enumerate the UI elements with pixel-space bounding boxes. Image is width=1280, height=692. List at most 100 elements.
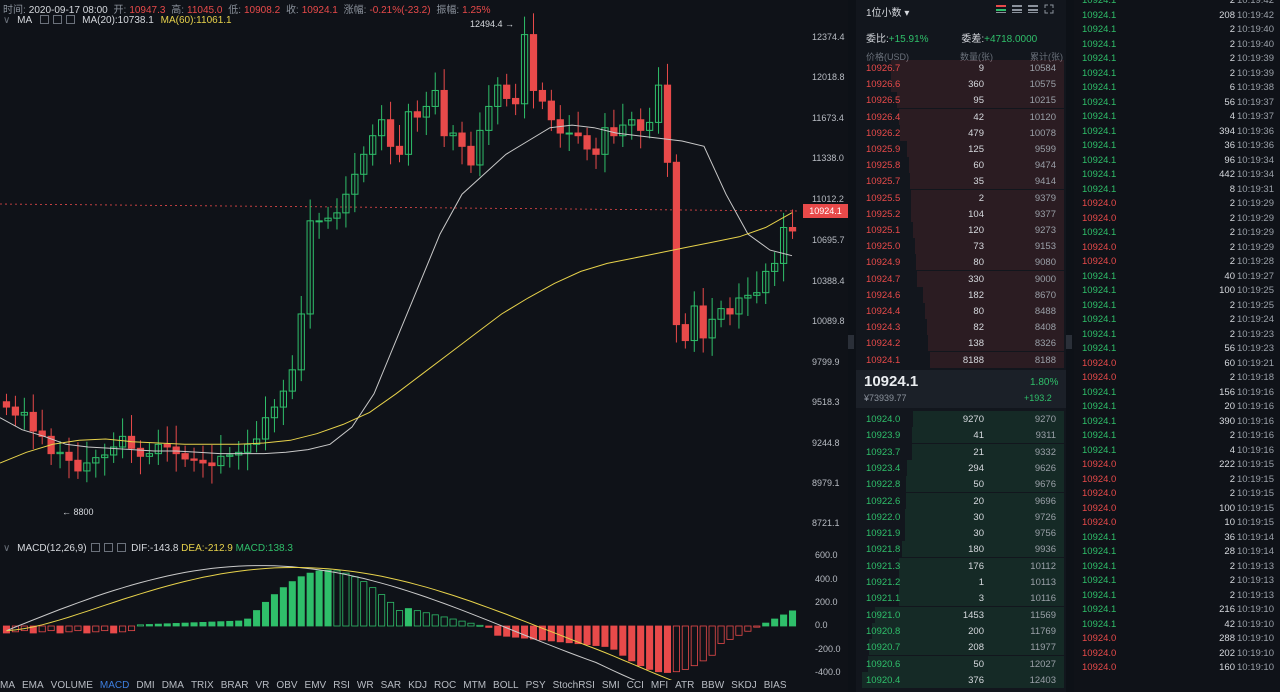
bid-row[interactable]: 10920.4 376 12403 xyxy=(860,671,1064,688)
ask-row[interactable]: 10926.5 95 10215 xyxy=(860,92,1064,109)
ask-row[interactable]: 10925.9 125 9599 xyxy=(860,141,1064,157)
trade-row: 10924.0 2 10:19:18 xyxy=(1080,372,1276,386)
kline-chart-panel[interactable] xyxy=(0,0,848,692)
indicator-tab-vr[interactable]: VR xyxy=(255,680,270,691)
depth-bar xyxy=(901,541,1064,558)
indicator-tab-roc[interactable]: ROC xyxy=(434,680,457,691)
ask-row[interactable]: 10924.3 82 8408 xyxy=(860,319,1064,336)
trade-qty: 60 xyxy=(1224,357,1235,369)
dif-value: DIF:-143.8 xyxy=(131,543,179,554)
low-annotation: ← 8800 xyxy=(62,507,94,517)
bid-row[interactable]: 10921.2 1 10113 xyxy=(860,574,1064,590)
bid-row[interactable]: 10921.9 30 9756 xyxy=(860,525,1064,542)
collapse-chevron-icon[interactable]: ∨ xyxy=(3,15,11,26)
bids-view-icon[interactable] xyxy=(1028,4,1038,14)
indicator-tab-ma[interactable]: MA xyxy=(0,680,15,691)
bid-row[interactable]: 10922.0 30 9726 xyxy=(860,508,1064,525)
collapse-trades-arrow[interactable] xyxy=(1066,335,1072,349)
ask-row[interactable]: 10926.4 42 10120 xyxy=(860,108,1064,125)
bid-row[interactable]: 10921.3 176 10112 xyxy=(860,557,1064,574)
indicator-tab-sar[interactable]: SAR xyxy=(380,680,402,691)
macd-tick-label: 0.0 xyxy=(815,620,828,630)
bid-row[interactable]: 10921.1 3 10116 xyxy=(860,590,1064,607)
indicator-tab-dmi[interactable]: DMI xyxy=(136,680,155,691)
collapse-chevron-icon[interactable]: ∨ xyxy=(3,543,11,554)
macd-bar xyxy=(11,625,19,633)
ask-row[interactable]: 10925.8 60 9474 xyxy=(860,157,1064,174)
ask-row[interactable]: 10924.4 80 8488 xyxy=(860,303,1064,319)
indicator-tab-obv[interactable]: OBV xyxy=(276,680,298,691)
trade-qty: 2 xyxy=(1229,256,1235,267)
indicator-tab-ema[interactable]: EMA xyxy=(22,680,44,691)
diff-label: 委差: xyxy=(961,34,985,45)
indicator-tab-cci[interactable]: CCI xyxy=(626,680,644,691)
both-sides-view-icon[interactable] xyxy=(996,4,1006,14)
indicator-tab-psy[interactable]: PSY xyxy=(525,680,546,691)
ask-row[interactable]: 10925.5 2 9379 xyxy=(860,189,1064,206)
ask-row[interactable]: 10924.7 330 9000 xyxy=(860,270,1064,287)
bid-row[interactable]: 10922.6 20 9696 xyxy=(860,492,1064,509)
trade-time: 10:19:13 xyxy=(1237,589,1274,601)
indicator-tab-smi[interactable]: SMI xyxy=(601,680,620,691)
macd-bar xyxy=(690,625,698,667)
ask-row[interactable]: 10925.2 104 9377 xyxy=(860,205,1064,222)
indicator-tab-skdj[interactable]: SKDJ xyxy=(731,680,757,691)
trade-price: 10924.0 xyxy=(1082,633,1117,644)
bid-row[interactable]: 10923.7 21 9332 xyxy=(860,443,1064,460)
indicator-tab-emv[interactable]: EMV xyxy=(304,680,327,691)
ask-row[interactable]: 10925.1 120 9273 xyxy=(860,222,1064,238)
bid-row[interactable]: 10923.9 41 9311 xyxy=(860,427,1064,444)
bid-row[interactable]: 10924.0 9270 9270 xyxy=(860,411,1064,427)
bid-row[interactable]: 10922.8 50 9676 xyxy=(860,476,1064,493)
ask-row[interactable]: 10924.6 182 8670 xyxy=(860,286,1064,303)
precision-select[interactable]: 1位小数 ▾ xyxy=(866,4,909,19)
ask-row[interactable]: 10924.9 80 9080 xyxy=(860,254,1064,271)
ask-row[interactable]: 10926.7 9 10584 xyxy=(860,60,1064,76)
indicator-tab-volume[interactable]: VOLUME xyxy=(50,680,93,691)
indicator-tab-boll[interactable]: BOLL xyxy=(493,680,519,691)
indicator-tab-trix[interactable]: TRIX xyxy=(190,680,214,691)
indicator-tab-bbw[interactable]: BBW xyxy=(701,680,725,691)
ask-row[interactable]: 10926.2 479 10078 xyxy=(860,124,1064,141)
ask-row[interactable]: 10924.1 8188 8188 xyxy=(860,351,1064,368)
eye-icon[interactable] xyxy=(104,543,114,552)
settings-icon[interactable] xyxy=(40,15,50,24)
indicator-tab-dma[interactable]: DMA xyxy=(161,680,184,691)
ask-row[interactable]: 10924.2 138 8326 xyxy=(860,335,1064,352)
ask-row[interactable]: 10925.0 73 9153 xyxy=(860,238,1064,255)
trade-price: 10924.0 xyxy=(1082,256,1117,267)
eye-icon[interactable] xyxy=(53,15,63,24)
candle xyxy=(654,67,663,134)
indicator-tab-atr[interactable]: ATR xyxy=(675,680,695,691)
close-icon[interactable] xyxy=(117,543,127,552)
expand-icon[interactable] xyxy=(1044,4,1054,14)
indicator-tab-kdj[interactable]: KDJ xyxy=(408,680,428,691)
macd-bar xyxy=(485,625,493,628)
candlestick-plot[interactable] xyxy=(0,0,800,540)
bid-row[interactable]: 10920.8 200 11769 xyxy=(860,622,1064,639)
bid-row[interactable]: 10920.7 208 11977 xyxy=(860,639,1064,656)
bid-row[interactable]: 10923.4 294 9626 xyxy=(860,459,1064,476)
collapse-chart-arrow[interactable] xyxy=(848,335,854,349)
indicator-tab-bias[interactable]: BIAS xyxy=(763,680,787,691)
bid-row[interactable]: 10921.0 1453 11569 xyxy=(860,606,1064,623)
settings-icon[interactable] xyxy=(91,543,101,552)
indicator-tab-mtm[interactable]: MTM xyxy=(463,680,487,691)
bid-row[interactable]: 10921.8 180 9936 xyxy=(860,541,1064,558)
macd-bar xyxy=(646,625,654,670)
bid-price: 10923.4 xyxy=(866,462,901,474)
indicator-tab-mfi[interactable]: MFI xyxy=(650,680,669,691)
bid-row[interactable]: 10920.6 50 12027 xyxy=(860,655,1064,672)
close-icon[interactable] xyxy=(66,15,76,24)
indicator-tab-brar[interactable]: BRAR xyxy=(220,680,249,691)
candle xyxy=(431,72,439,115)
indicator-tab-macd[interactable]: MACD xyxy=(99,680,130,691)
indicator-tab-stochrsi[interactable]: StochRSI xyxy=(552,680,595,691)
ask-row[interactable]: 10925.7 35 9414 xyxy=(860,173,1064,190)
indicator-tab-wr[interactable]: WR xyxy=(356,680,374,691)
asks-view-icon[interactable] xyxy=(1012,4,1022,14)
macd-plot[interactable] xyxy=(0,555,800,680)
ask-row[interactable]: 10926.6 360 10575 xyxy=(860,76,1064,93)
bid-qty: 9270 xyxy=(962,414,984,425)
indicator-tab-rsi[interactable]: RSI xyxy=(333,680,350,691)
